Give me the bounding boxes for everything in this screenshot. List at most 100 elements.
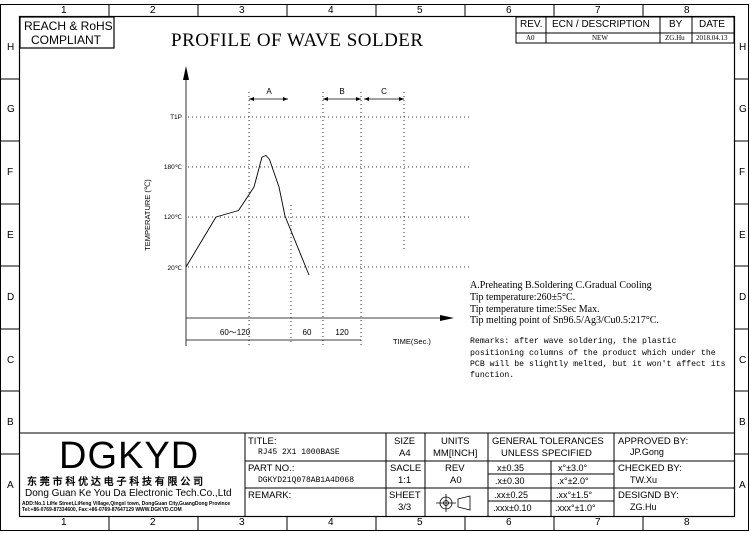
row-letter: G: [739, 104, 747, 115]
row-letter: F: [7, 167, 14, 178]
col-number: 6: [506, 517, 512, 528]
projection-symbol: [436, 494, 471, 512]
row-letter: A: [739, 480, 746, 491]
rev-value: A0: [450, 475, 462, 486]
designed-value: ZG.Hu: [630, 502, 657, 512]
tolerance-linear: .xx±0.25: [494, 490, 528, 500]
ecn-value: NEW: [592, 34, 608, 42]
row-letter: A: [7, 480, 14, 491]
row-letter: E: [7, 230, 14, 241]
checked-value: TW.Xu: [630, 475, 658, 485]
tolerance-angular: .xx°±1.5°: [556, 490, 593, 500]
row-letter: B: [7, 417, 14, 428]
zone-label: C: [381, 87, 387, 96]
col-number: 3: [239, 5, 245, 16]
company-cn-name: 东 莞 市 科 优 达 电 子 科 技 有 限 公 司: [27, 477, 204, 488]
row-letter: D: [7, 292, 15, 303]
date-value: 2018.04.13: [696, 34, 728, 42]
tolerance-linear: .xxx±0.10: [493, 503, 532, 513]
sheet-label: SHEET: [389, 490, 421, 501]
y-tick-label: 120℃: [164, 214, 183, 221]
col-number: 8: [684, 517, 690, 528]
by-header: BY: [669, 19, 683, 30]
company-en-name: Dong Guan Ke You Da Electronic Tech.Co.,…: [25, 488, 232, 499]
size-label: SIZE: [394, 436, 416, 447]
col-number: 1: [61, 517, 67, 528]
ecn-header: ECN / DESCRIPTION: [552, 19, 650, 30]
x-axis-label: TIME(Sec.): [393, 337, 431, 346]
col-number: 6: [506, 5, 512, 16]
tolerance-angular: .xxx°±1.0°: [555, 503, 596, 513]
notes-melting: Tip melting point of Sn96.5/Ag3/Cu0.5:21…: [470, 315, 659, 326]
col-number: 2: [150, 5, 156, 16]
units-value: MM[INCH]: [433, 448, 478, 459]
tolerance-header-1: GENERAL TOLERANCES: [492, 436, 604, 447]
col-number: 3: [239, 517, 245, 528]
col-number: 7: [595, 5, 601, 16]
y-tick-label: T1P: [170, 114, 182, 121]
remark-label: REMARK:: [248, 490, 292, 501]
row-letter: F: [739, 167, 746, 178]
row-letter: H: [7, 42, 15, 53]
col-number: 5: [417, 5, 423, 16]
tolerance-linear: x±0.35: [497, 463, 524, 473]
company-contact: Tel:+86-0769-87334600, Fax:+86-0769-8764…: [22, 507, 182, 513]
company-logo: DGKYD: [59, 435, 200, 477]
notes-tip-temp: Tip temperature:260±5°C.: [470, 292, 576, 303]
remarks-line: function.: [470, 371, 515, 380]
notes-tip-time: Tip temperature time:5Sec Max.: [470, 304, 600, 315]
zone-label: B: [339, 87, 344, 96]
size-value: A4: [399, 448, 411, 459]
part-no-label: PART NO.:: [248, 463, 295, 474]
rev-header: REV.: [520, 19, 543, 30]
row-letter: C: [7, 355, 15, 366]
units-label: UNITS: [441, 436, 470, 447]
tolerance-linear: .x±0.30: [495, 476, 525, 486]
col-number: 1: [61, 5, 67, 16]
row-letter: C: [739, 355, 747, 366]
x-interval-label: 60: [303, 328, 312, 337]
date-header: DATE: [699, 19, 725, 30]
rev-value: A0: [526, 34, 535, 42]
tolerance-angular: x°±3.0°: [558, 463, 588, 473]
row-letter: G: [7, 104, 15, 115]
sheet-value: 3/3: [398, 502, 412, 513]
col-number: 7: [595, 517, 601, 528]
y-axis-arrow: [183, 66, 189, 80]
tolerance-angular: .x°±2.0°: [557, 476, 589, 486]
part-no-value: DGKYD21Q078AB1A4D068: [258, 476, 355, 485]
row-letter: H: [739, 42, 747, 53]
remarks-line: positioning columns of the product which…: [470, 349, 716, 358]
row-letter: B: [739, 417, 746, 428]
tolerance-header-2: UNLESS SPECIFIED: [501, 448, 592, 459]
x-interval-label: 120: [335, 328, 349, 337]
zone-label: A: [266, 87, 272, 96]
y-axis-label: TEMPERATURE (℃): [143, 179, 152, 251]
checked-label: CHECKED BY:: [618, 463, 682, 474]
compliance-line1: REACH & RoHS: [24, 19, 113, 33]
title-label: TITLE:: [248, 436, 277, 447]
by-value: ZG.Hu: [665, 34, 685, 42]
company-address: ADD:No.1 LiHe Street,LiHeng Village,Qing…: [22, 501, 231, 507]
compliance-line2: COMPLIANT: [31, 33, 102, 47]
col-number: 5: [417, 517, 423, 528]
x-axis-arrow: [440, 315, 454, 321]
col-number: 8: [684, 5, 690, 16]
title-value: RJ45 2X1 1000BASE: [258, 448, 340, 457]
col-number: 2: [150, 517, 156, 528]
remarks-line: PCB will be slightly melted, but it won'…: [470, 360, 726, 369]
col-number: 4: [328, 5, 334, 16]
approved-value: JP.Gong: [630, 447, 664, 457]
page-title: PROFILE OF WAVE SOLDER: [171, 30, 424, 51]
y-tick-label: 180℃: [164, 164, 183, 171]
x-interval-label: 60～120: [220, 328, 251, 337]
col-number: 4: [328, 517, 334, 528]
rev-label: REV: [445, 463, 465, 474]
temperature-profile-line: [185, 155, 310, 276]
approved-label: APPROVED BY:: [618, 436, 689, 447]
scale-label: SACLE: [390, 463, 422, 474]
notes-zones: A.Preheating B.Soldering C.Gradual Cooli…: [470, 280, 652, 291]
scale-value: 1:1: [398, 475, 412, 486]
